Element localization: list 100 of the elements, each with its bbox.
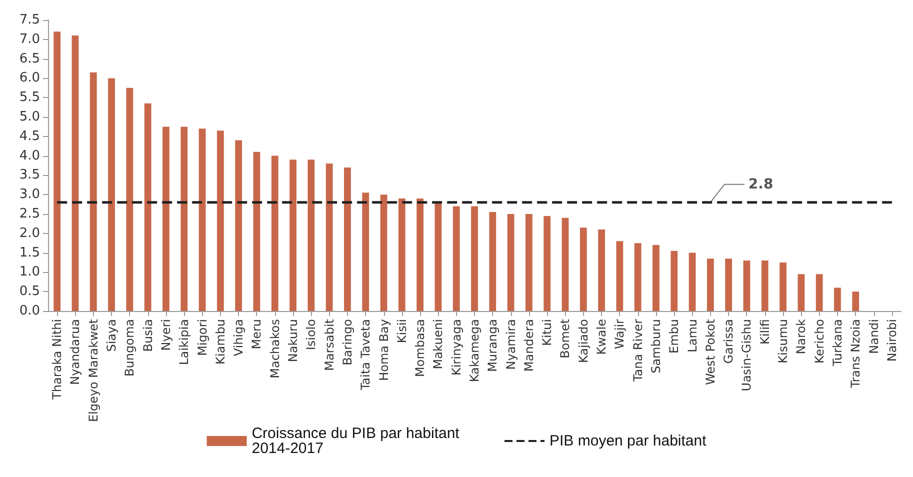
- bar: [452, 206, 460, 311]
- x-tick-label: Kilifi: [758, 319, 772, 344]
- x-tick-label: Tharaka Nithi: [50, 319, 64, 400]
- bar: [507, 214, 514, 311]
- bar: [652, 245, 660, 311]
- x-tick-label: Wajir: [612, 318, 627, 350]
- x-tick-label: Bomet: [558, 318, 572, 358]
- bar: [54, 32, 61, 311]
- x-tick-label: Turkana: [830, 319, 844, 368]
- bar: [126, 88, 134, 311]
- bar: [180, 126, 188, 311]
- y-tick-label: 2.5: [19, 206, 40, 222]
- bar: [271, 156, 278, 311]
- y-tick-label: 5.0: [19, 110, 40, 124]
- x-tick-label: Kakamega: [468, 319, 482, 382]
- x-tick-label: West Pokot: [703, 318, 718, 386]
- x-tick-label: Nandi: [866, 319, 881, 354]
- bar: [162, 126, 170, 311]
- bar: [108, 78, 115, 311]
- y-tick-label: 0.5: [19, 284, 40, 300]
- x-tick-label: Nyeri: [158, 319, 173, 351]
- x-tick-label: Kitui: [540, 319, 554, 346]
- x-tick-label: Kwale: [594, 319, 609, 355]
- y-tick-label: 0.0: [19, 304, 40, 318]
- bar: [580, 228, 587, 311]
- bar: [72, 36, 79, 311]
- bar: [670, 250, 678, 311]
- x-tick-label: Embu: [667, 319, 682, 354]
- y-tick-label: 4.0: [19, 148, 40, 164]
- x-tick-label: Uasin-Gishu: [740, 319, 754, 392]
- x-tick-label: Kisii: [394, 319, 409, 344]
- x-tick-label: Migori: [195, 319, 210, 356]
- x-tick-label: Garissa: [722, 319, 736, 364]
- annotation: 2.8: [748, 176, 774, 192]
- bar: [634, 243, 642, 311]
- y-tick-label: 1.0: [19, 264, 40, 280]
- bar: [688, 252, 696, 311]
- bar: [725, 258, 732, 311]
- bar: [144, 103, 152, 311]
- bar: [816, 274, 823, 311]
- bar: [544, 216, 551, 311]
- y-tick-label: 4.5: [19, 128, 40, 144]
- bar: [706, 258, 714, 311]
- bar: [308, 160, 315, 311]
- bar: [489, 212, 496, 311]
- x-tick-label: Siaya: [104, 319, 119, 352]
- x-tick-label: Muranga: [486, 319, 500, 372]
- y-tick-label: 5.5: [19, 90, 40, 106]
- x-tick-label: Nakuru: [286, 319, 300, 362]
- x-tick-label: Lamu: [685, 319, 700, 352]
- x-tick-label: Kirinyaga: [449, 319, 464, 376]
- x-tick-label: Meru: [250, 319, 264, 350]
- x-tick-label: Nairobi: [884, 319, 899, 362]
- x-tick-label: Homa Bay: [376, 319, 391, 381]
- x-tick-label: Samburu: [648, 319, 663, 374]
- bar: [235, 140, 242, 311]
- y-tick-label: 7.5: [19, 12, 40, 28]
- x-tick-label: Elgeyo Marakwet: [86, 318, 100, 422]
- x-tick-label: Mandera: [522, 319, 536, 372]
- x-tick-label: Machakos: [268, 319, 282, 378]
- x-tick-label: Marsabit: [322, 318, 336, 371]
- x-tick-label: Nyandarua: [68, 319, 82, 385]
- y-tick-label: 6.0: [19, 70, 40, 86]
- bar: [326, 164, 333, 311]
- x-tick-label: Tana River: [630, 318, 645, 383]
- bar: [434, 202, 442, 311]
- bar: [290, 160, 296, 311]
- y-tick-label: 3.0: [19, 187, 40, 202]
- bar: [216, 130, 224, 311]
- bar: [598, 230, 605, 311]
- bar: [616, 241, 624, 311]
- bar: [834, 288, 841, 311]
- x-tick-label: Vihiga: [232, 319, 246, 356]
- bar: [471, 206, 478, 311]
- x-tick-label: Baringo: [340, 319, 354, 366]
- x-tick-label: Mombasa: [413, 319, 428, 377]
- x-tick-label: Isiolo: [304, 319, 318, 350]
- y-tick-label: 1.5: [19, 245, 40, 260]
- bar: [90, 72, 97, 311]
- x-tick-label: Kericho: [812, 319, 826, 364]
- bar: [743, 260, 750, 311]
- bar: [526, 214, 532, 311]
- y-tick-label: 7.0: [19, 32, 40, 47]
- x-tick-label: Nyamira: [504, 319, 518, 370]
- bar: [380, 194, 388, 311]
- x-tick-label: Laikipia: [177, 319, 192, 365]
- x-tick-label: Kajiado: [576, 319, 590, 363]
- bar: [798, 274, 805, 311]
- x-tick-label: Busia: [140, 319, 155, 352]
- x-tick-label: Trans Nzoia: [848, 319, 863, 389]
- x-tick-label: Bungoma: [122, 319, 137, 376]
- x-tick-label: Taita Taveta: [358, 319, 373, 392]
- x-tick-label: Narok: [794, 318, 808, 354]
- legend-label: Croissance du PIB par habitant 2014-2017: [252, 425, 464, 457]
- x-tick-label: Kisumu: [776, 319, 790, 364]
- y-tick-label: 2.0: [19, 226, 40, 241]
- y-tick-label: 3.5: [19, 168, 40, 183]
- bar: [362, 192, 370, 311]
- legend-label: PIB moyen par habitant: [550, 432, 708, 450]
- bar: [562, 218, 569, 311]
